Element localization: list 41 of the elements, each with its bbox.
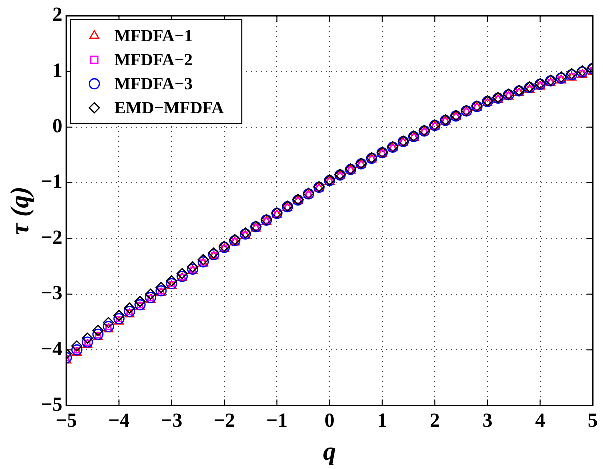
legend-label: MFDFA−3 [114, 74, 193, 94]
y-tick-label: −3 [41, 282, 63, 305]
x-tick-label: 4 [535, 410, 546, 432]
legend-label: MFDFA−2 [114, 50, 193, 70]
legend-label: EMD−MFDFA [114, 98, 225, 118]
point [82, 332, 94, 344]
y-tick-label: 2 [52, 4, 63, 26]
point [114, 310, 125, 322]
y-tick-label: 1 [52, 60, 63, 82]
point [134, 296, 146, 308]
point [114, 313, 125, 325]
x-axis-title: q [323, 437, 336, 466]
point [124, 308, 135, 318]
x-tick-label: 5 [588, 410, 598, 432]
x-tick-label: 0 [324, 410, 335, 432]
point [104, 324, 114, 333]
point [176, 268, 188, 280]
x-tick-label: −4 [108, 410, 130, 432]
point [124, 302, 136, 314]
y-axis-title: τ (q) [5, 186, 34, 236]
y-tick-label: −2 [41, 226, 63, 249]
point [145, 288, 156, 300]
y-tick-label: −4 [41, 338, 63, 360]
y-tick-label: −1 [41, 171, 63, 194]
point [198, 254, 210, 266]
legend-label: MFDFA−1 [114, 26, 193, 46]
point [103, 317, 114, 328]
point [92, 325, 104, 336]
point [82, 340, 93, 348]
point [166, 275, 178, 287]
x-tick-label: −2 [214, 410, 236, 432]
point [92, 328, 104, 340]
y-tick-label: −5 [41, 394, 63, 416]
point [72, 340, 83, 352]
x-tick-label: 3 [482, 410, 493, 432]
x-tick-label: −3 [161, 410, 183, 432]
x-tick-label: 2 [430, 410, 440, 432]
x-tick-label: 1 [377, 410, 388, 432]
y-tick-label: 0 [52, 116, 63, 138]
point [156, 282, 167, 294]
x-tick-label: −1 [266, 410, 288, 432]
